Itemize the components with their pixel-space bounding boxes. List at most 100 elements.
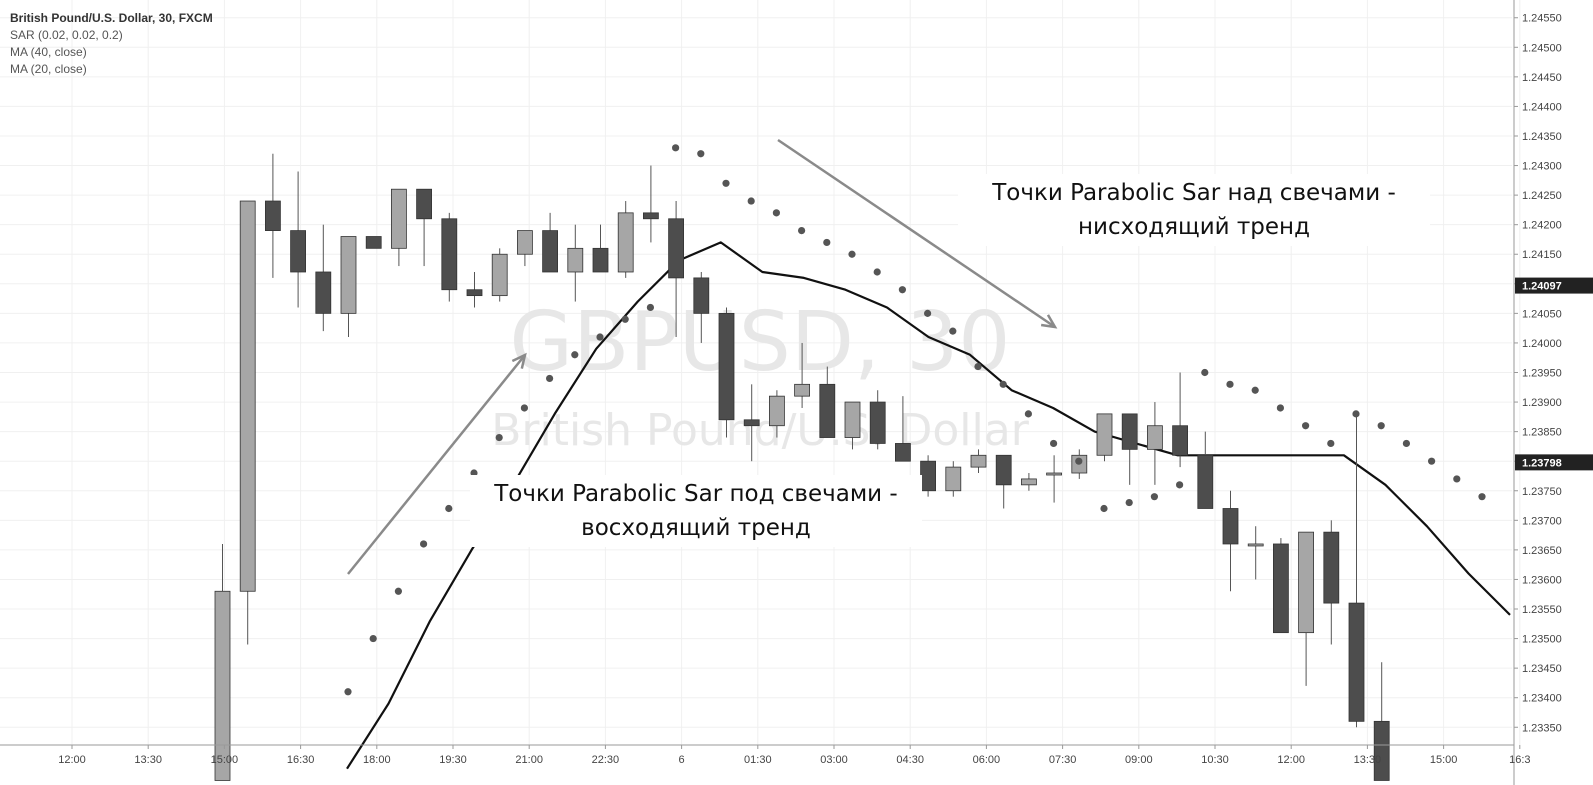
sar-dot — [1226, 380, 1234, 388]
price-tag-label: 1.24097 — [1522, 281, 1562, 293]
sar-dot — [394, 587, 402, 595]
sar-dot — [772, 209, 781, 217]
arrow-uptrend-head — [511, 352, 527, 369]
candle-body — [1147, 425, 1163, 450]
candle-body — [819, 383, 836, 438]
candle-body — [1348, 602, 1365, 722]
sar-dot — [949, 327, 957, 335]
candle-body — [466, 289, 483, 297]
sar-dot — [596, 333, 604, 341]
ma-series — [346, 241, 1511, 770]
candle-body — [239, 200, 256, 592]
y-tick-label: 1.24200 — [1522, 220, 1562, 232]
arrow-downtrend-head — [1040, 314, 1058, 329]
sar-dot — [798, 226, 806, 235]
y-tick-label: 1.23550 — [1522, 604, 1562, 616]
candle-body — [1121, 413, 1138, 450]
sar-dot — [672, 144, 680, 152]
candle-body — [1021, 478, 1037, 486]
arrow-uptrend — [347, 354, 526, 575]
candle-body — [995, 454, 1012, 486]
candle-body — [668, 218, 684, 279]
annotation-uptrend: Точки Parabolic Sar под свечами - восход… — [470, 475, 922, 547]
y-tick-label: 1.23500 — [1522, 634, 1562, 646]
y-tick-label: 1.24050 — [1522, 308, 1562, 320]
candle-body — [290, 230, 307, 273]
sar-dot — [571, 351, 579, 359]
x-tick-label: 13:30 — [1354, 754, 1382, 766]
price-axis[interactable]: 1.23350 1.23400 1.23450 1.23500 1.23550 1.236… — [1513, 0, 1593, 785]
sar-dot — [848, 250, 856, 258]
sar-dot — [1428, 457, 1436, 465]
y-tick-label: 1.23400 — [1522, 693, 1562, 705]
annotation-uptrend-line1: Точки Parabolic Sar под свечами - — [494, 481, 898, 507]
sar-dot — [974, 362, 982, 371]
y-tick-label: 1.24400 — [1522, 101, 1562, 113]
legend-symbol: British Pound/U.S. Dollar, 30, FXCM — [10, 11, 213, 25]
y-tick-label: 1.24250 — [1522, 190, 1562, 202]
candle-body — [743, 419, 760, 427]
sar-dot — [1402, 439, 1410, 448]
candles — [214, 153, 1390, 781]
watermark: GBPUSD, 30 British Pound/U.S. Dollar — [491, 295, 1029, 456]
x-tick-label: 22:30 — [592, 754, 620, 766]
x-tick-label: 01:30 — [744, 754, 772, 766]
candle-body — [567, 247, 584, 273]
legend-ma20: MA (20, close) — [10, 62, 87, 76]
sar-dot — [344, 688, 352, 696]
legend: British Pound/U.S. Dollar, 30, FXCM SAR … — [10, 10, 213, 78]
x-tick-label: 06:00 — [973, 754, 1001, 766]
x-tick-label: 12:00 — [58, 754, 86, 766]
price-tag — [1515, 277, 1593, 294]
x-tick-label: 19:30 — [439, 754, 467, 766]
candle-body — [1172, 425, 1188, 456]
sar-dot — [1327, 439, 1335, 448]
annotation-uptrend-line2: восходящий тренд — [581, 515, 811, 541]
sar-dot — [520, 404, 529, 412]
sar-dot — [1352, 410, 1360, 418]
watermark-line1: GBPUSD, 30 — [510, 295, 1011, 390]
candle-body — [441, 218, 458, 291]
x-tick-label: 16:3 — [1509, 754, 1530, 766]
time-axis[interactable]: 12:00 13:30 15:00 16:30 18:00 19:30 21:00 22:30… — [0, 744, 1531, 766]
x-tick-label: 04:30 — [896, 754, 924, 766]
candle-body — [1298, 531, 1314, 634]
sar-dot — [697, 150, 705, 158]
candle-body — [794, 383, 810, 397]
x-tick-label: 6 — [679, 754, 685, 766]
sar-dot — [420, 540, 428, 548]
sar-dot — [1453, 475, 1461, 483]
y-tick-label: 1.24300 — [1522, 161, 1562, 173]
y-tick-label: 1.23600 — [1522, 574, 1562, 586]
candle-body — [1373, 720, 1390, 781]
watermark-line2: British Pound/U.S. Dollar — [491, 405, 1029, 456]
price-tag-label: 1.23798 — [1522, 457, 1562, 469]
y-tick-label: 1.24350 — [1522, 131, 1562, 143]
sar-dot — [1251, 386, 1259, 394]
sar-series — [344, 144, 1486, 696]
sar-dot — [1276, 404, 1284, 412]
trend-arrows — [347, 138, 1058, 575]
candle-body — [643, 212, 659, 220]
sar-dot — [1201, 368, 1209, 377]
arrow-downtrend — [777, 138, 1056, 329]
y-tick-label: 1.23700 — [1522, 515, 1562, 527]
ma-line — [346, 241, 1511, 770]
y-tick-label: 1.23350 — [1522, 722, 1562, 734]
sar-dot — [621, 315, 629, 323]
x-tick-label: 12:00 — [1277, 754, 1305, 766]
sar-dot — [1024, 410, 1032, 418]
candle-body — [542, 230, 558, 273]
y-tick-label: 1.23450 — [1522, 663, 1562, 675]
sar-dot — [747, 197, 755, 205]
sar-dot — [646, 303, 655, 312]
sar-dot — [898, 286, 907, 294]
sar-dot — [1478, 493, 1486, 501]
y-tick-label: 1.23750 — [1522, 486, 1562, 498]
candle-body — [1273, 543, 1289, 634]
candle-body — [617, 212, 634, 273]
sar-dot — [546, 374, 554, 383]
x-tick-label: 07:30 — [1049, 754, 1077, 766]
candle-body — [491, 253, 508, 297]
